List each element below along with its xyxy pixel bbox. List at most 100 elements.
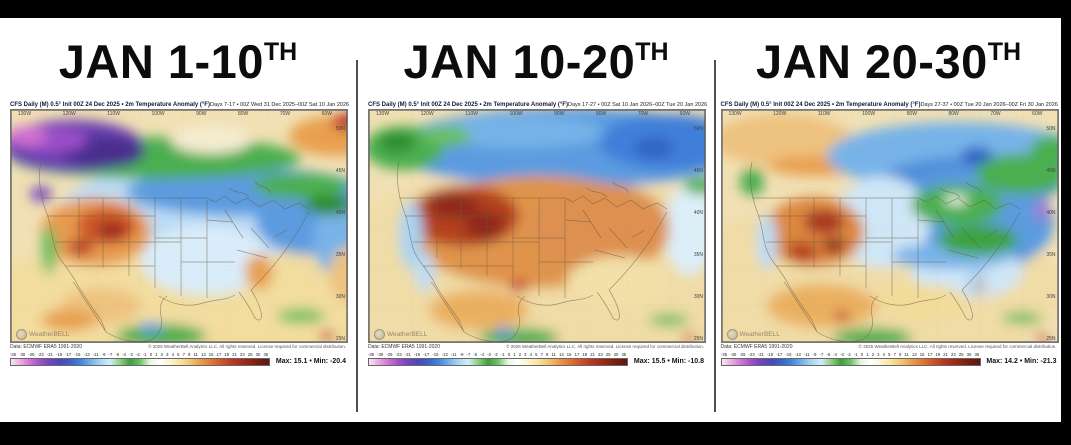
list-item-label: 17 [927,353,932,358]
list-item-label: -17 [65,353,72,358]
list-item-label: 9 [898,353,901,358]
copyright-label: © 2025 WeatherBell Analytics LLC. All ri… [506,344,704,349]
list-item-label: 1 [865,353,869,358]
list-item-label: 5 [887,353,890,358]
title-ordinal: TH [263,37,298,66]
colorbar-row: -35 -30 -25 -23 -21 -19 -17 -15 -13 -11 -9 -7 -5 -4 -3… [368,351,704,366]
temperature-anomaly-map [10,109,348,343]
map-footer: Data: ECMWF ERA5 1991-2020 © 2025 Weathe… [10,344,346,350]
list-item-label: 35 [973,353,979,358]
list-item-label: 25 [605,353,611,358]
list-item-label: -1 [142,353,147,358]
model-label: CFS Daily (M) 0.5° Init 00Z 24 Dec 2025 … [10,102,210,108]
list-item-label: 7 [182,353,185,358]
list-item-label: -23 [395,353,402,358]
colorbar-row: -35 -30 -25 -23 -21 -19 -17 -15 -13 -11 -9 -7 -5 -4 -3… [10,351,346,366]
list-item-label: -2 [494,353,498,358]
list-item-label: -30 [729,353,736,358]
valid-period-label: Days 27-37 • 00Z Tue 20 Jan 2026–00Z Fri… [920,102,1058,108]
list-item-label: -1 [500,353,505,358]
list-item-label: -9 [459,353,464,358]
title-ordinal: TH [987,37,1022,66]
colorbar-gradient [10,358,270,366]
list-item-label: 15 [208,353,214,358]
list-item-label: -13 [441,353,448,358]
list-item-label: 35 [621,353,627,358]
list-item-label: 7 [540,353,543,358]
list-item-label: 3 [524,353,527,358]
list-item-label: 9 [188,353,191,358]
title-text: JAN 20-30 [755,34,988,88]
list-item-label: -13 [83,353,90,358]
list-item-label: -11 [92,353,99,358]
model-label: CFS Daily (M) 0.5° Init 00Z 24 Dec 2025 … [720,102,921,108]
list-item-label: -23 [748,353,755,358]
list-item-label: -9 [101,353,106,358]
list-item-label: 3 [166,353,169,358]
colorbar-tick-labels: -35 -30 -25 -23 -21 -19 -17 -15 -13 -11 -9 -7 -5 -4 -3… [721,353,979,358]
list-item-label: -25 [386,353,393,358]
list-item-label: 23 [240,353,245,358]
weather-map-card: CFS Daily (M) 0.5° Init 00Z 24 Dec 2025 … [10,98,350,366]
model-label: CFS Daily (M) 0.5° Init 00Z 24 Dec 2025 … [368,102,568,108]
list-item-label: 30 [613,353,619,358]
list-item-label: 13 [201,353,206,358]
list-item-label: -7 [466,353,471,358]
list-item-label: -11 [803,353,810,358]
list-item-label: 13 [911,353,917,358]
list-item-label: -4 [480,353,485,358]
valid-period-label: Days 17-27 • 00Z Sat 10 Jan 2026–00Z Tue… [567,102,708,108]
list-item-label: -25 [28,353,35,358]
collage-background: JAN 1-10TH CFS Daily (M) 0.5° Init 00Z 2… [0,18,1061,422]
list-item-label: 21 [232,353,237,358]
panel-divider [356,60,358,412]
list-item-label: -30 [19,353,26,358]
data-source-label: Data: ECMWF ERA5 1991-2020 [368,344,440,350]
valid-period-label: Days 7-17 • 00Z Wed 31 Dec 2025–00Z Sat … [209,102,350,108]
list-item-label: 30 [966,353,971,358]
data-source-label: Data: ECMWF ERA5 1991-2020 [720,344,793,350]
list-item-label: -4 [122,353,127,358]
copyright-label: © 2025 WeatherBell Analytics LLC. All ri… [858,344,1057,349]
list-item-label: 2 [871,353,874,358]
list-item-label: 0 [507,353,511,358]
list-item-label: -3 [487,353,491,358]
list-item-label: 21 [590,353,595,358]
list-item-label: 25 [247,353,253,358]
list-item-label: -5 [473,353,478,358]
list-item-label: -3 [839,353,844,358]
panel-title-wrap: JAN 20-30TH [716,18,1061,94]
list-item-label: -1 [853,353,858,358]
data-source-label: Data: ECMWF ERA5 1991-2020 [10,344,82,350]
list-item-label: -17 [775,353,782,358]
panel-divider [714,60,716,412]
list-item-label: -23 [37,353,44,358]
page-title: JAN 10-20TH [403,34,668,89]
list-item-label: -4 [832,353,837,358]
list-item-label: 9 [546,353,549,358]
map-header: CFS Daily (M) 0.5° Init 00Z 24 Dec 2025 … [10,98,350,108]
weather-map-card: CFS Daily (M) 0.5° Init 00Z 24 Dec 2025 … [720,98,1059,366]
list-item-label: -21 [404,353,411,358]
list-item-label: 5 [177,353,180,358]
temperature-anomaly-map [720,109,1059,343]
list-item-label: -9 [812,353,816,358]
list-item-label: 23 [598,353,603,358]
temperature-anomaly-map [368,109,706,343]
colorbar-gradient [720,358,981,366]
panel-jan-1-10: JAN 1-10TH CFS Daily (M) 0.5° Init 00Z 2… [0,18,356,422]
list-item-label: 23 [950,353,956,358]
list-item-label: 5 [535,353,538,358]
colorbar-gradient [368,358,628,366]
list-item-label: -35 [720,353,727,358]
list-item-label: 11 [904,353,909,358]
max-min-stats: Max: 15.5 • Min: -10.8 [633,358,704,365]
list-item-label: 15 [566,353,572,358]
list-item-label: 35 [263,353,269,358]
list-item-label: -35 [10,353,17,358]
list-item-label: 13 [559,353,564,358]
list-item-label: -7 [819,353,823,358]
list-item-label: -19 [413,353,421,358]
list-item-label: -17 [423,353,430,358]
list-item-label: -3 [129,353,133,358]
